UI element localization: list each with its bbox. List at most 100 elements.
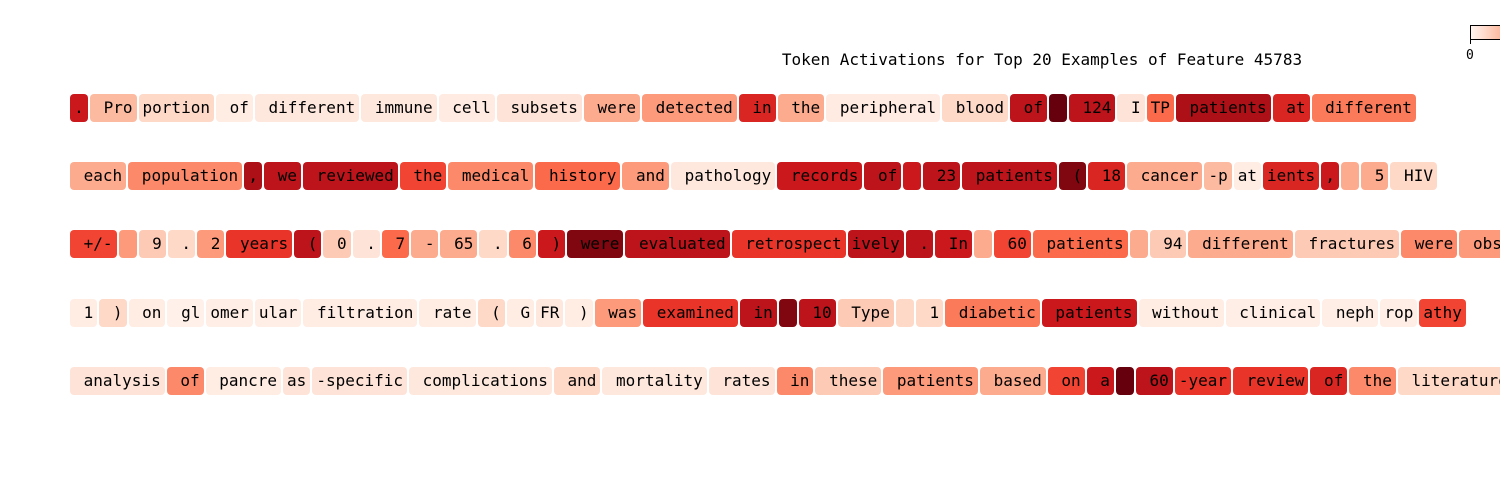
token-cell: gl xyxy=(167,299,205,327)
token-cell: - xyxy=(411,230,439,258)
token-cell: were xyxy=(583,94,641,122)
token-cell: 23 xyxy=(923,162,961,190)
token-cell: based xyxy=(979,367,1046,395)
token-cell: , xyxy=(244,162,263,190)
token-cell: were xyxy=(567,230,624,258)
token-cell: ular xyxy=(254,299,302,327)
token-cell xyxy=(1115,367,1134,395)
token-cell: filtration xyxy=(303,299,418,327)
token-cell xyxy=(118,230,137,258)
token-cell: +/- xyxy=(70,230,117,258)
token-cell: ients xyxy=(1262,162,1320,190)
token-cell: athy xyxy=(1419,299,1466,327)
token-cell: different xyxy=(1188,230,1293,258)
token-cell: clinical xyxy=(1225,299,1321,327)
token-cell: 10 xyxy=(798,299,836,327)
token-cell: of xyxy=(1310,367,1348,395)
token-cell: 1 xyxy=(915,299,944,327)
token-row: +/- 9 . 2 years ( 0 . 7 - 65 . 6 ) were … xyxy=(70,230,1500,258)
token-cell: the xyxy=(1349,367,1396,395)
token-row: 1 ) on gl omer ular filtration rate ( G FR … xyxy=(70,299,1468,327)
token-cell: 18 xyxy=(1088,162,1126,190)
token-cell: evaluated xyxy=(625,230,730,258)
token-cell: rate xyxy=(419,299,476,327)
token-cell: diabetic xyxy=(945,299,1040,327)
token-cell xyxy=(1129,230,1148,258)
token-cell: peripheral xyxy=(826,94,941,122)
token-cell: G xyxy=(506,299,535,327)
token-cell: rates xyxy=(708,367,775,395)
token-cell: . xyxy=(70,94,88,122)
token-cell: Pro xyxy=(90,94,137,122)
token-cell: history xyxy=(535,162,621,190)
token-row: analysis of pancre as -specific complicati… xyxy=(70,367,1500,395)
token-cell: subsets xyxy=(496,94,582,122)
token-cell: was xyxy=(594,299,642,327)
token-cell: portion xyxy=(138,94,214,122)
token-cell: TP xyxy=(1146,94,1174,122)
colorbar xyxy=(1470,25,1500,40)
token-cell: reviewed xyxy=(303,162,398,190)
token-cell xyxy=(1048,94,1067,122)
token-cell: ) xyxy=(565,299,593,327)
token-cell: ively xyxy=(847,230,904,258)
chart-title: Token Activations for Top 20 Examples of… xyxy=(781,50,1303,69)
colorbar-min-label: 0 xyxy=(1466,48,1474,63)
token-cell: literature xyxy=(1397,367,1500,395)
token-cell: fractures xyxy=(1294,230,1400,258)
token-cell: 60 xyxy=(993,230,1031,258)
token-cell: different xyxy=(1311,94,1416,122)
token-cell: -year xyxy=(1174,367,1231,395)
token-cell: retrospect xyxy=(731,230,846,258)
token-cell: patients xyxy=(1041,299,1137,327)
token-cell: were xyxy=(1401,230,1458,258)
token-cell: on xyxy=(128,299,166,327)
token-cell: medical xyxy=(448,162,534,190)
token-cell: in xyxy=(738,94,776,122)
token-cell: 7 xyxy=(381,230,410,258)
token-cell: omer xyxy=(206,299,253,327)
token-cell: as xyxy=(283,367,311,395)
token-cell: HIV xyxy=(1390,162,1437,190)
token-cell: records xyxy=(777,162,863,190)
token-cell: in xyxy=(739,299,777,327)
token-cell: mortality xyxy=(602,367,707,395)
token-cell: I xyxy=(1117,94,1145,122)
token-cell: 2 xyxy=(197,230,225,258)
token-cell: population xyxy=(128,162,243,190)
token-cell: . xyxy=(352,230,380,258)
token-cell: of xyxy=(166,367,204,395)
token-cell: FR xyxy=(536,299,564,327)
token-cell: patients xyxy=(1032,230,1128,258)
token-cell: ( xyxy=(1058,162,1087,190)
token-cell: of xyxy=(1009,94,1047,122)
token-cell: these xyxy=(815,367,882,395)
token-row: . Pro portion of different immune cell su… xyxy=(70,94,1418,122)
token-cell: and xyxy=(622,162,669,190)
token-cell xyxy=(973,230,992,258)
token-cell: analysis xyxy=(70,367,165,395)
token-cell: -specific xyxy=(312,367,408,395)
token-cell xyxy=(1341,162,1360,190)
token-row: each population, we reviewed the medical… xyxy=(70,162,1439,190)
token-cell xyxy=(778,299,797,327)
token-cell: 65 xyxy=(440,230,478,258)
token-cell: 60 xyxy=(1135,367,1173,395)
token-cell: 5 xyxy=(1361,162,1389,190)
token-cell: review xyxy=(1232,367,1309,395)
token-cell: pancre xyxy=(205,367,282,395)
token-cell: of xyxy=(864,162,902,190)
token-cell: patients xyxy=(883,367,978,395)
token-cell: and xyxy=(553,367,601,395)
token-cell: observed xyxy=(1459,230,1500,258)
token-cell: detected xyxy=(642,94,737,122)
token-cell: in xyxy=(776,367,814,395)
token-cell: the xyxy=(399,162,447,190)
token-cell: . xyxy=(905,230,934,258)
token-cell: . xyxy=(167,230,196,258)
token-cell: 124 xyxy=(1068,94,1116,122)
token-cell: 6 xyxy=(508,230,536,258)
token-cell: . xyxy=(479,230,507,258)
token-cell: on xyxy=(1047,367,1085,395)
token-cell: we xyxy=(264,162,302,190)
